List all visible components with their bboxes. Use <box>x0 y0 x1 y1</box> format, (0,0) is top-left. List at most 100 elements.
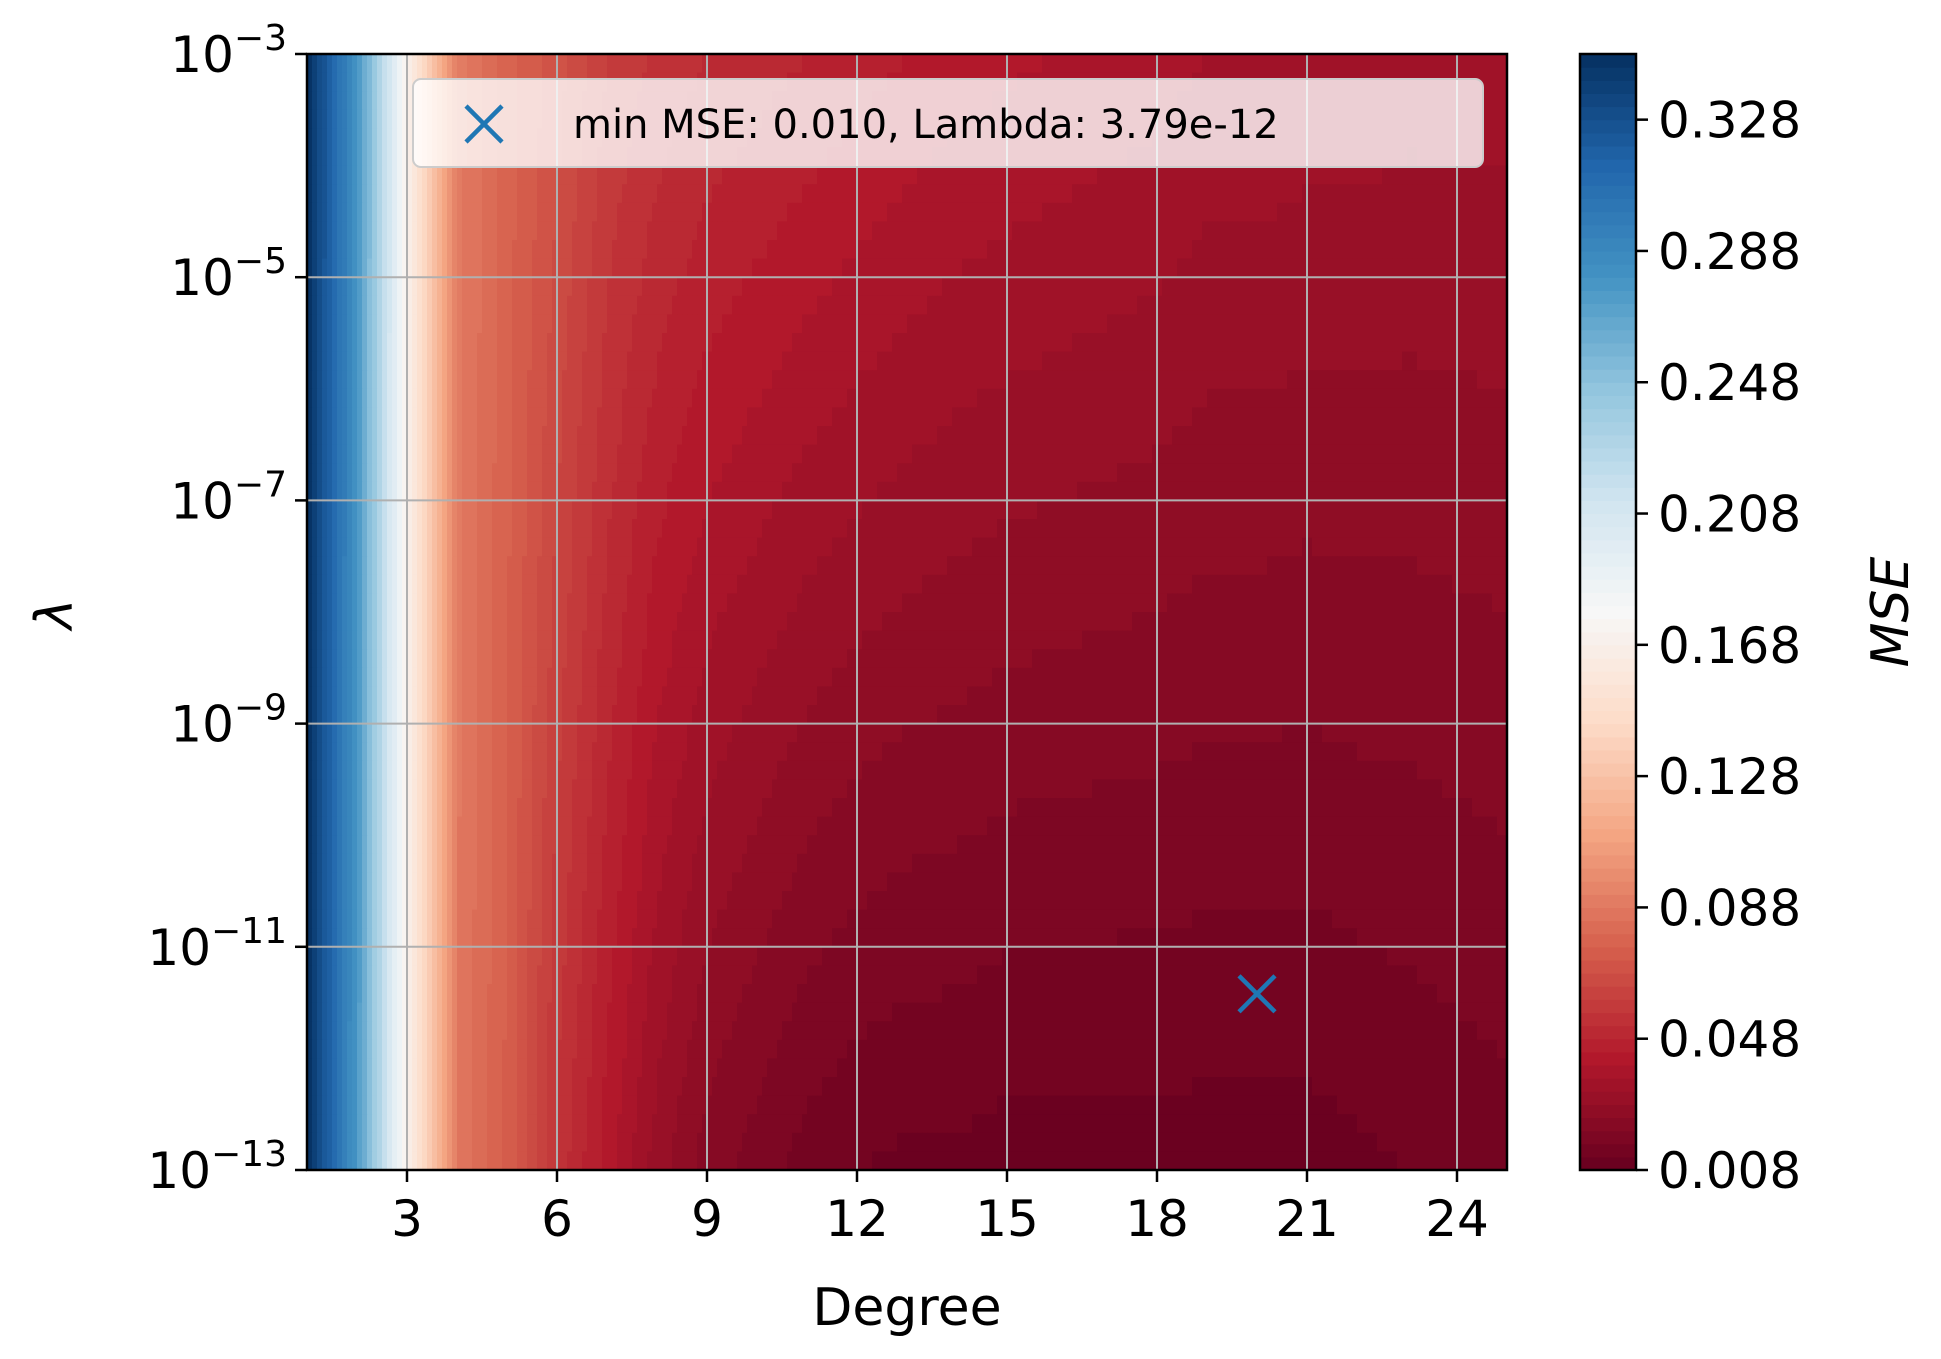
heatmap-cell <box>1092 426 1098 446</box>
heatmap-cell <box>542 277 548 297</box>
heatmap-cell <box>452 184 458 204</box>
heatmap-cell <box>822 351 828 371</box>
heatmap-cell <box>742 165 748 185</box>
heatmap-cell <box>942 388 948 408</box>
heatmap-cell <box>657 258 663 278</box>
heatmap-cell <box>1032 240 1038 260</box>
heatmap-cell <box>917 184 923 204</box>
heatmap-cell <box>507 240 513 260</box>
heatmap-cell <box>857 54 863 74</box>
heatmap-cell <box>1412 165 1418 185</box>
heatmap-cell <box>1342 314 1348 334</box>
heatmap-cell <box>1202 258 1208 278</box>
heatmap-cell <box>737 333 743 353</box>
heatmap-cell <box>982 388 988 408</box>
heatmap-cell <box>1177 221 1183 241</box>
heatmap-cell <box>1197 165 1203 185</box>
heatmap-cell <box>607 202 613 222</box>
heatmap-cell <box>1042 165 1048 185</box>
heatmap-cell <box>497 295 503 315</box>
heatmap-cell <box>357 72 363 92</box>
heatmap-cell <box>352 258 358 278</box>
heatmap-cell <box>592 54 598 74</box>
heatmap-cell <box>317 184 323 204</box>
heatmap-cell <box>637 407 643 427</box>
heatmap-cell <box>777 314 783 334</box>
heatmap-cell <box>932 388 938 408</box>
heatmap-cell <box>917 165 923 185</box>
heatmap-cell <box>1362 295 1368 315</box>
heatmap-cell <box>1207 295 1213 315</box>
heatmap-cell <box>1482 388 1488 408</box>
heatmap-cell <box>1392 54 1398 74</box>
heatmap-cell <box>347 388 353 408</box>
heatmap-cell <box>1212 277 1218 297</box>
heatmap-cell <box>387 184 393 204</box>
heatmap-cell <box>347 426 353 446</box>
heatmap-cell <box>697 388 703 408</box>
heatmap-cell <box>552 221 558 241</box>
heatmap-cell <box>332 426 338 446</box>
heatmap-cell <box>642 221 648 241</box>
heatmap-cell <box>1267 388 1273 408</box>
heatmap-cell <box>652 351 658 371</box>
heatmap-cell <box>442 333 448 353</box>
heatmap-cell <box>377 258 383 278</box>
heatmap-cell <box>542 333 548 353</box>
heatmap-cell <box>652 407 658 427</box>
heatmap-cell <box>477 221 483 241</box>
heatmap-cell <box>462 388 468 408</box>
heatmap-cell <box>1217 295 1223 315</box>
heatmap-cell <box>1342 54 1348 74</box>
heatmap-cell <box>772 426 778 446</box>
heatmap-cell <box>1292 314 1298 334</box>
heatmap-cell <box>442 221 448 241</box>
heatmap-cell <box>1107 314 1113 334</box>
heatmap-cell <box>962 295 968 315</box>
heatmap-cell <box>757 333 763 353</box>
heatmap-cell <box>822 388 828 408</box>
heatmap-cell <box>1382 240 1388 260</box>
heatmap-cell <box>1437 202 1443 222</box>
heatmap-cell <box>477 426 483 446</box>
heatmap-cell <box>852 370 858 390</box>
heatmap-cell <box>1472 314 1478 334</box>
heatmap-cell <box>892 407 898 427</box>
heatmap-cell <box>807 258 813 278</box>
heatmap-cell <box>947 388 953 408</box>
heatmap-cell <box>1377 202 1383 222</box>
heatmap-cell <box>1407 221 1413 241</box>
heatmap-cell <box>932 295 938 315</box>
heatmap-cell <box>1082 54 1088 74</box>
heatmap-cell <box>842 295 848 315</box>
heatmap-cell <box>1312 314 1318 334</box>
heatmap-cell <box>717 426 723 446</box>
heatmap-cell <box>712 54 718 74</box>
heatmap-cell <box>1042 407 1048 427</box>
heatmap-cell <box>1007 202 1013 222</box>
heatmap-cell <box>587 407 593 427</box>
heatmap-cell <box>697 240 703 260</box>
heatmap-cell <box>1137 240 1143 260</box>
heatmap-cell <box>1317 221 1323 241</box>
heatmap-cell <box>627 221 633 241</box>
heatmap-cell <box>1087 407 1093 427</box>
heatmap-cell <box>362 109 368 129</box>
heatmap-cell <box>1092 221 1098 241</box>
heatmap-cell <box>1337 221 1343 241</box>
heatmap-cell <box>832 221 838 241</box>
heatmap-cell <box>1487 314 1493 334</box>
heatmap-cell <box>332 202 338 222</box>
heatmap-cell <box>1217 407 1223 427</box>
heatmap-cell <box>897 277 903 297</box>
heatmap-cell <box>782 295 788 315</box>
heatmap-cell <box>947 165 953 185</box>
heatmap-cell <box>1172 351 1178 371</box>
heatmap-cell <box>557 314 563 334</box>
heatmap-cell <box>892 370 898 390</box>
heatmap-cell <box>607 426 613 446</box>
heatmap-cell <box>932 314 938 334</box>
heatmap-cell <box>1177 240 1183 260</box>
heatmap-cell <box>702 277 708 297</box>
heatmap-cell <box>847 314 853 334</box>
